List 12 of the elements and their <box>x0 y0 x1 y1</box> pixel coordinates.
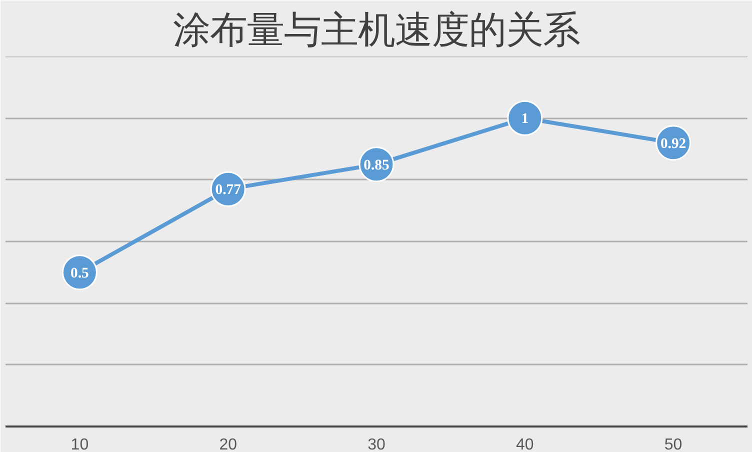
data-label: 0.85 <box>364 157 390 174</box>
x-tick-label: 10 <box>70 436 89 452</box>
x-tick-label: 30 <box>368 436 386 452</box>
x-tick-label: 50 <box>664 436 682 452</box>
point <box>507 100 543 136</box>
x-tick-label: 20 <box>219 436 238 452</box>
data-label: 0.77 <box>215 182 241 198</box>
x-tick-label: 40 <box>516 436 534 452</box>
data-label: 0.5 <box>70 265 89 282</box>
chart-title: 涂布量与主机速度的关系 <box>173 8 580 52</box>
data-label: 1 <box>521 111 529 128</box>
data-label: 0.92 <box>660 136 686 152</box>
